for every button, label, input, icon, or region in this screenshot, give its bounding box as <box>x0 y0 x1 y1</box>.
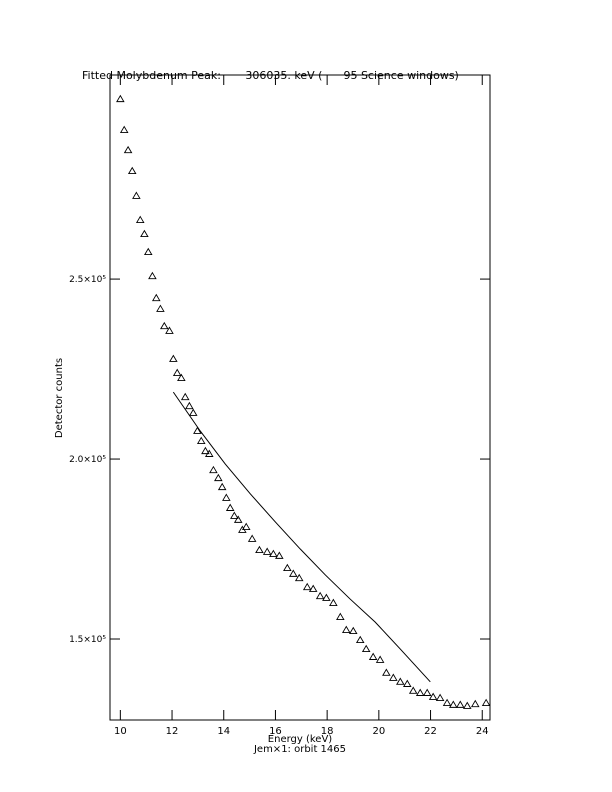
data-point <box>201 446 210 455</box>
data-point <box>415 688 425 696</box>
data-point <box>204 449 214 457</box>
data-point <box>355 635 365 644</box>
data-point <box>209 465 218 474</box>
y-tick-label: 2.5×10⁵ <box>69 275 106 285</box>
data-point <box>116 94 125 103</box>
data-point <box>143 247 153 256</box>
data-point <box>222 493 231 501</box>
data-point <box>156 304 165 312</box>
x-tick-label: 10 <box>114 726 127 737</box>
data-point <box>247 534 257 542</box>
data-point <box>449 700 458 708</box>
x-tick-label: 12 <box>166 726 179 737</box>
data-point <box>188 408 198 416</box>
data-point <box>196 436 206 445</box>
data-point <box>169 354 178 362</box>
data-point <box>455 700 465 708</box>
data-point <box>127 166 137 175</box>
data-point <box>148 271 157 280</box>
data-point <box>241 522 251 531</box>
data-point <box>341 625 351 633</box>
x-tick-label: 20 <box>372 726 385 737</box>
data-point <box>315 591 325 600</box>
data-point <box>165 326 174 334</box>
data-point <box>308 584 318 592</box>
data-point <box>275 551 284 559</box>
data-point <box>375 655 385 663</box>
data-point <box>382 668 391 676</box>
data-point <box>225 503 235 511</box>
data-point <box>294 573 304 582</box>
y-tick-label: 2.0×10⁵ <box>69 455 106 465</box>
data-point <box>132 191 141 199</box>
data-point <box>233 515 243 523</box>
data-point <box>160 321 169 330</box>
data-point <box>217 482 227 491</box>
data-point <box>177 373 186 382</box>
data-point <box>402 679 412 687</box>
data-point <box>408 686 418 694</box>
x-tick-label: 24 <box>476 726 489 737</box>
data-point <box>193 426 202 434</box>
x-axis-label: Energy (keV) <box>268 734 333 745</box>
data-point <box>462 701 472 709</box>
data-point <box>123 145 133 154</box>
data-point <box>255 545 264 554</box>
data-point <box>230 511 239 519</box>
data-point <box>185 401 194 410</box>
data-point <box>119 125 129 134</box>
data-point <box>269 549 278 558</box>
data-point <box>389 673 398 681</box>
data-point <box>329 598 338 606</box>
data-point <box>442 698 452 707</box>
data-point <box>396 677 405 685</box>
data-point <box>302 582 312 591</box>
data-point <box>151 293 161 302</box>
data-point <box>214 473 223 482</box>
data-point <box>481 698 491 707</box>
subtitle: Jem×1: orbit 1465 <box>253 744 346 755</box>
data-point <box>428 692 438 700</box>
data-point <box>288 569 298 577</box>
plot-frame <box>109 74 491 721</box>
data-point <box>283 563 292 572</box>
data-point <box>435 693 445 701</box>
data-point <box>140 229 149 238</box>
y-tick-label: 1.5×10⁵ <box>69 635 106 645</box>
x-tick-label: 18 <box>321 726 334 737</box>
y-axis-label: Detector counts <box>54 358 65 438</box>
data-point <box>135 215 145 224</box>
data-point <box>361 644 371 653</box>
data-point <box>172 368 182 376</box>
data-point <box>422 688 432 696</box>
data-point <box>336 612 345 621</box>
data-point <box>348 626 358 635</box>
fit-line <box>172 391 431 683</box>
x-tick-label: 22 <box>424 726 437 737</box>
x-tick-label: 16 <box>269 726 282 737</box>
data-point <box>262 547 272 555</box>
data-point <box>368 652 378 660</box>
data-point <box>470 699 480 708</box>
data-point <box>180 392 190 401</box>
data-point <box>322 593 331 601</box>
x-tick-label: 14 <box>217 726 230 737</box>
